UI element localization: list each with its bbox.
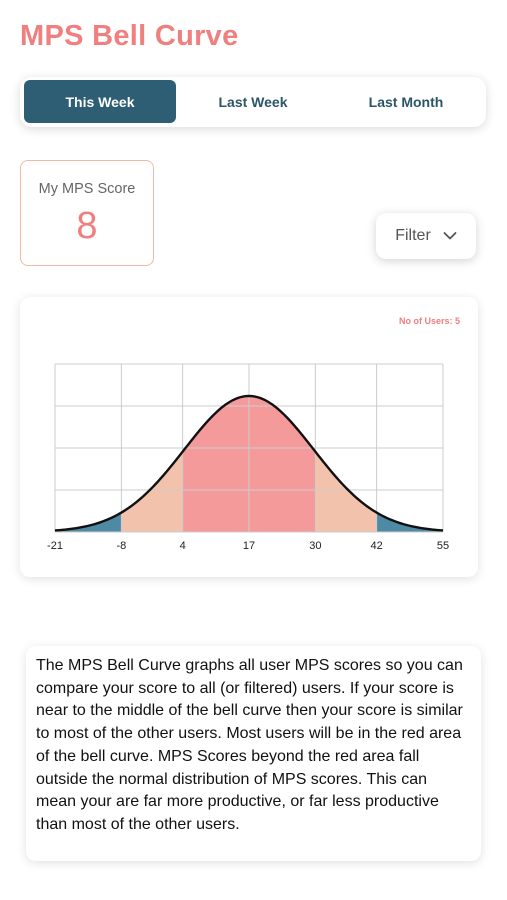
x-tick-label-6: 55 (437, 540, 449, 552)
x-tick-label-1: -8 (116, 540, 126, 552)
chevron-down-icon (443, 232, 457, 240)
filter-label: Filter (395, 227, 431, 244)
x-tick-label-2: 4 (180, 540, 186, 552)
users-count: No of Users: 5 (398, 316, 460, 326)
x-tick-label-5: 42 (371, 540, 383, 552)
filter-button[interactable]: Filter (376, 213, 476, 259)
tab-last-week[interactable]: Last Week (218, 93, 288, 110)
page-title: MPS Bell Curve (20, 20, 239, 52)
x-tick-label-4: 30 (309, 540, 321, 552)
score-value: 8 (76, 205, 98, 247)
curve-band-4 (376, 512, 443, 532)
curve-band-0 (55, 512, 122, 532)
x-tick-label-0: -21 (47, 540, 63, 552)
description-text: The MPS Bell Curve graphs all user MPS s… (26, 646, 481, 861)
tab-this-week[interactable]: This Week (24, 80, 176, 123)
bell-curve-card: No of Users: 5 -21 -8 4 17 30 42 55 (20, 297, 478, 577)
score-label: My MPS Score (38, 181, 136, 197)
mps-score-card: My MPS Score 8 (20, 160, 154, 266)
period-tabs: This Week Last Week Last Month (20, 77, 486, 127)
x-tick-label-3: 17 (243, 540, 255, 552)
bell-curve-line (54, 394, 444, 532)
bell-curve-chart: -21 -8 4 17 30 42 55 (47, 363, 449, 552)
tab-last-month[interactable]: Last Month (368, 93, 444, 110)
